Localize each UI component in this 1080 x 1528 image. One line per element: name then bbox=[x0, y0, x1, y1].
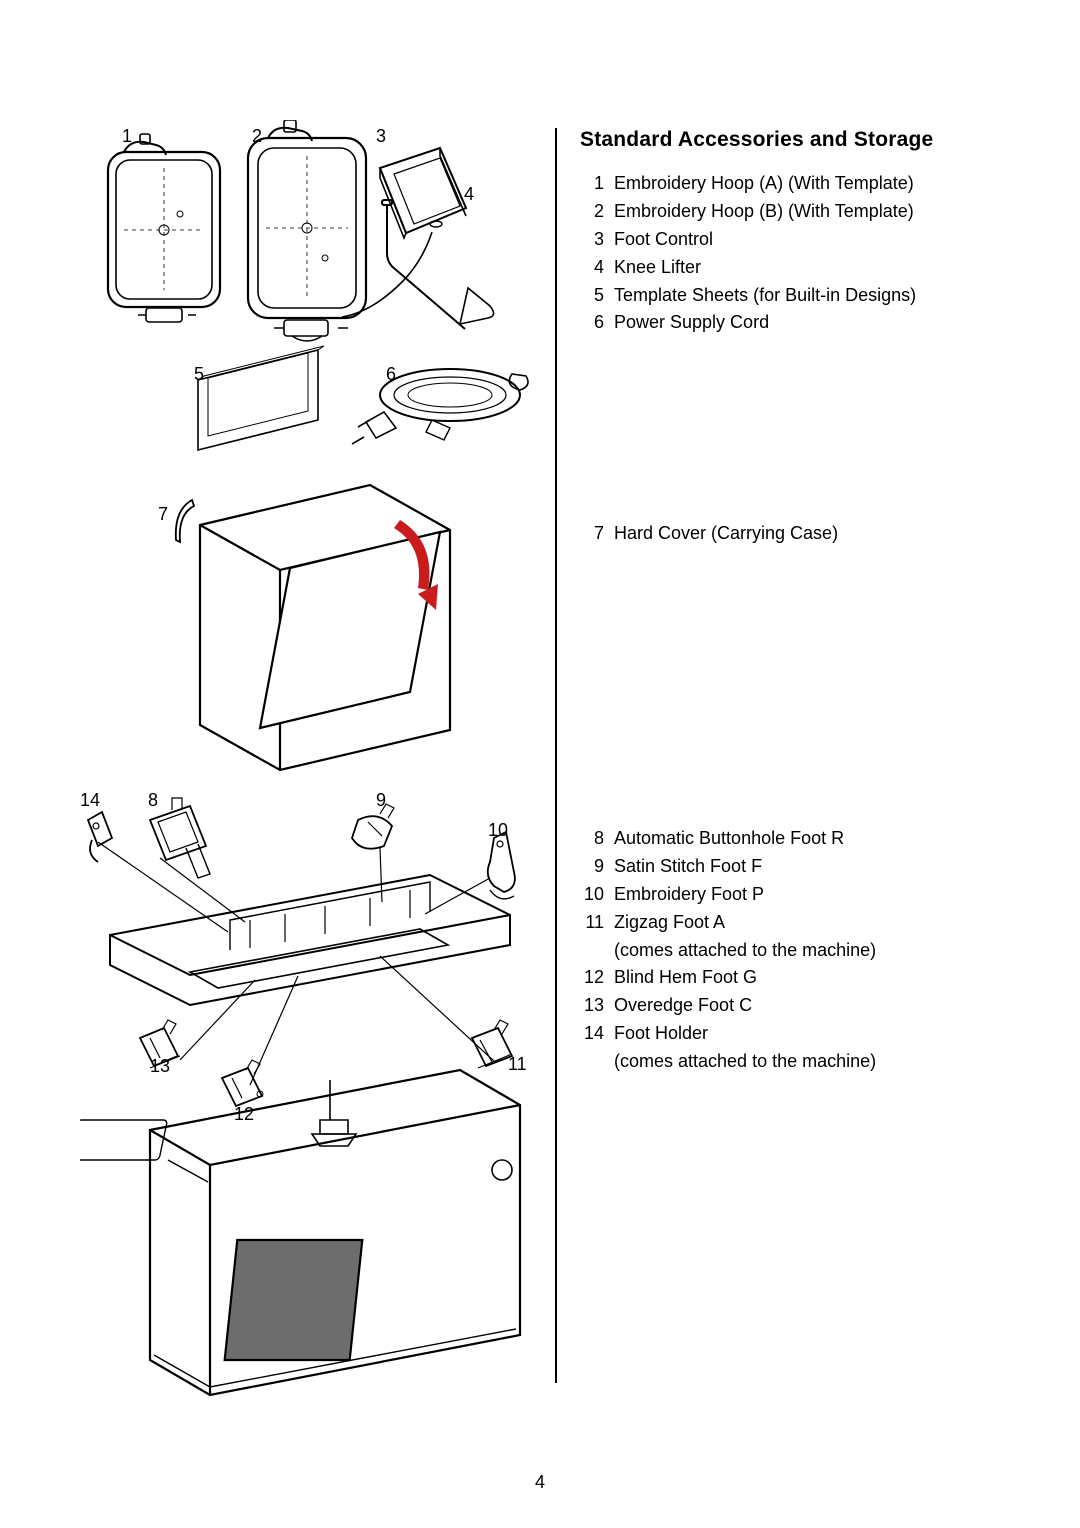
item-number: 13 bbox=[576, 992, 604, 1020]
item-number: 3 bbox=[580, 226, 604, 254]
accessory-item: 2 Embroidery Hoop (B) (With Template) bbox=[580, 198, 1020, 226]
embroidery-foot bbox=[488, 832, 515, 899]
accessories-list-3: 8 Automatic Buttonhole Foot R 9 Satin Stitc… bbox=[576, 825, 1016, 1076]
callout-8: 8 bbox=[148, 790, 158, 810]
item-number: 9 bbox=[576, 853, 604, 881]
callout-11: 11 bbox=[508, 1054, 527, 1074]
blind-hem-foot bbox=[222, 1060, 263, 1106]
item-label: Satin Stitch Foot F bbox=[614, 853, 762, 881]
callout-6: 6 bbox=[386, 364, 396, 384]
item-label: Blind Hem Foot G bbox=[614, 964, 757, 992]
hard-cover bbox=[176, 485, 450, 770]
item-number: 8 bbox=[576, 825, 604, 853]
zigzag-foot bbox=[472, 1020, 512, 1068]
item-label: Template Sheets (for Built-in Designs) bbox=[614, 282, 916, 310]
page-number: 4 bbox=[0, 1472, 1080, 1493]
item-label: Knee Lifter bbox=[614, 254, 701, 282]
item-number: 6 bbox=[580, 309, 604, 337]
callout-3: 3 bbox=[376, 126, 386, 146]
accessory-item: 1 Embroidery Hoop (A) (With Template) bbox=[580, 170, 1020, 198]
accessory-item: 8 Automatic Buttonhole Foot R bbox=[576, 825, 1016, 853]
item-number: 4 bbox=[580, 254, 604, 282]
accessory-item: 9 Satin Stitch Foot F bbox=[576, 853, 1016, 881]
accessory-item: 7 Hard Cover (Carrying Case) bbox=[580, 520, 1020, 548]
callout-7: 7 bbox=[158, 504, 168, 524]
accessory-item: 5 Template Sheets (for Built-in Designs) bbox=[580, 282, 1020, 310]
item-label: Overedge Foot C bbox=[614, 992, 752, 1020]
accessory-item: 14 Foot Holder(comes attached to the mach… bbox=[576, 1020, 1016, 1076]
callout-5: 5 bbox=[194, 364, 204, 384]
item-label: Foot Holder(comes attached to the machin… bbox=[614, 1020, 876, 1076]
item-label: Zigzag Foot A(comes attached to the mach… bbox=[614, 909, 876, 965]
column-divider bbox=[555, 128, 557, 1383]
buttonhole-foot bbox=[150, 798, 210, 878]
item-label: Embroidery Foot P bbox=[614, 881, 764, 909]
section-title: Standard Accessories and Storage bbox=[580, 128, 1020, 152]
accessory-item: 6 Power Supply Cord bbox=[580, 309, 1020, 337]
accessory-tray bbox=[110, 875, 510, 1005]
foot-holder bbox=[88, 812, 112, 862]
callout-10: 10 bbox=[488, 820, 508, 840]
template-sheets bbox=[198, 346, 324, 450]
item-label: Automatic Buttonhole Foot R bbox=[614, 825, 844, 853]
callout-9: 9 bbox=[376, 790, 386, 810]
accessories-section-3: 8 Automatic Buttonhole Foot R 9 Satin Stitc… bbox=[576, 825, 1016, 1076]
item-number: 2 bbox=[580, 198, 604, 226]
power-cord bbox=[352, 369, 528, 444]
accessories-list-2: 7 Hard Cover (Carrying Case) bbox=[580, 520, 1020, 548]
item-number: 11 bbox=[576, 909, 604, 937]
item-label: Embroidery Hoop (A) (With Template) bbox=[614, 170, 914, 198]
foot-control bbox=[342, 148, 466, 317]
item-sublabel: (comes attached to the machine) bbox=[614, 937, 876, 965]
hoop-b bbox=[248, 120, 366, 341]
accessory-item: 3 Foot Control bbox=[580, 226, 1020, 254]
callout-4: 4 bbox=[464, 184, 474, 204]
page: Standard Accessories and Storage 1 Embroi… bbox=[0, 0, 1080, 1528]
accessory-item: 12 Blind Hem Foot G bbox=[576, 964, 1016, 992]
accessory-item: 4 Knee Lifter bbox=[580, 254, 1020, 282]
machine-base bbox=[80, 1070, 520, 1395]
callout-1: 1 bbox=[122, 126, 132, 146]
item-number: 10 bbox=[576, 881, 604, 909]
callout-14: 14 bbox=[80, 790, 100, 810]
item-number: 14 bbox=[576, 1020, 604, 1048]
item-label: Hard Cover (Carrying Case) bbox=[614, 520, 838, 548]
accessory-item: 11 Zigzag Foot A(comes attached to the ma… bbox=[576, 909, 1016, 965]
accessory-item: 13 Overedge Foot C bbox=[576, 992, 1016, 1020]
item-sublabel: (comes attached to the machine) bbox=[614, 1048, 876, 1076]
accessories-list-1: 1 Embroidery Hoop (A) (With Template) 2 Emb… bbox=[580, 170, 1020, 337]
accessories-section-1: Standard Accessories and Storage 1 Embroi… bbox=[580, 128, 1020, 337]
item-number: 7 bbox=[580, 520, 604, 548]
callout-12: 12 bbox=[234, 1104, 254, 1124]
callout-2: 2 bbox=[252, 126, 262, 146]
item-label: Power Supply Cord bbox=[614, 309, 769, 337]
item-number: 5 bbox=[580, 282, 604, 310]
accessory-item: 10 Embroidery Foot P bbox=[576, 881, 1016, 909]
hoop-a bbox=[108, 134, 220, 322]
item-label: Foot Control bbox=[614, 226, 713, 254]
item-number: 1 bbox=[580, 170, 604, 198]
accessories-section-2: 7 Hard Cover (Carrying Case) bbox=[580, 520, 1020, 548]
callout-13: 13 bbox=[150, 1056, 170, 1076]
accessories-illustration: 1 2 3 4 5 6 7 8 9 10 11 12 13 14 bbox=[80, 120, 540, 1400]
satin-foot bbox=[352, 804, 394, 849]
item-label: Embroidery Hoop (B) (With Template) bbox=[614, 198, 914, 226]
item-number: 12 bbox=[576, 964, 604, 992]
